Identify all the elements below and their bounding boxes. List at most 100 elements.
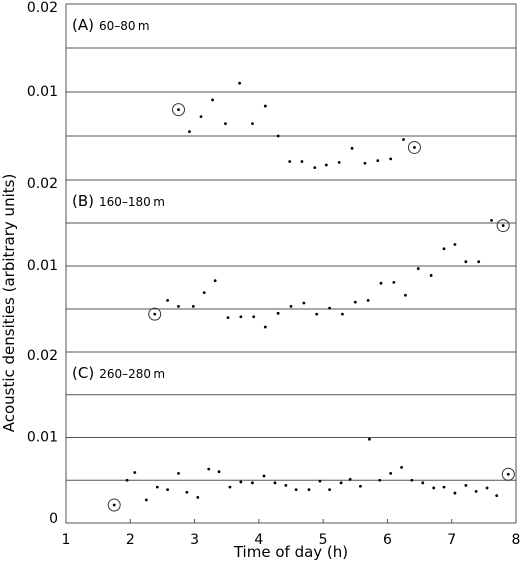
data-point [251, 122, 254, 126]
circled-point [172, 103, 185, 117]
data-point [238, 81, 241, 85]
data-point [211, 98, 214, 102]
y-tick-label: 0.02 [27, 348, 58, 364]
data-point [251, 481, 254, 485]
data-point [442, 247, 446, 251]
data-point [350, 146, 354, 150]
x-axis: 1 2 3 4 5 6 7 8 [62, 519, 520, 548]
circled-point [148, 307, 162, 321]
data-point [263, 104, 267, 108]
highlight-ring [407, 140, 421, 154]
data-point [389, 472, 393, 475]
panel-depth: 160–180 m [99, 195, 165, 209]
data-point [166, 299, 169, 302]
data-point [453, 243, 457, 246]
data-point [112, 503, 116, 507]
data-point [239, 480, 243, 484]
x-tick-label: 4 [254, 532, 263, 548]
x-tick-label: 7 [447, 532, 456, 548]
data-point [495, 494, 499, 498]
data-point [226, 316, 230, 319]
panel-c: 0.02 0.01 0 (C) 260–280 m [27, 348, 517, 527]
data-point [410, 478, 414, 482]
data-point [207, 467, 211, 471]
data-point [432, 486, 436, 490]
data-point [490, 219, 493, 222]
data-point [337, 161, 341, 164]
data-point [376, 159, 380, 163]
data-point [276, 134, 280, 138]
data-point [289, 305, 293, 308]
data-point [294, 488, 298, 492]
data-point [315, 312, 319, 316]
data-point [202, 291, 206, 295]
data-point [177, 305, 180, 308]
data-point [318, 479, 322, 483]
data-point [288, 160, 292, 163]
data-point [379, 281, 383, 285]
data-point [400, 466, 403, 469]
panel-depth: 60–80 m [99, 19, 150, 33]
x-tick-label: 2 [126, 532, 135, 548]
highlight-ring [148, 307, 162, 321]
data-point [191, 305, 195, 308]
panel-letter: (A) [72, 16, 94, 34]
data-point [252, 315, 256, 319]
data-point [228, 485, 232, 489]
data-point [307, 488, 311, 492]
data-point [506, 472, 510, 476]
data-point [125, 478, 129, 482]
data-point [485, 486, 489, 490]
highlight-ring [172, 103, 185, 117]
chart-panels: 0.02 0.01 (A) 60–80 m 0.02 0.01 (B) 160–180 m0.… [27, 0, 517, 527]
data-point [348, 477, 352, 481]
data-point [302, 301, 306, 305]
data-point [328, 488, 331, 492]
data-point [273, 481, 277, 485]
circled-point [501, 467, 515, 481]
y-tick-label: 0.01 [27, 258, 58, 274]
data-point [217, 470, 221, 474]
circled-point [407, 140, 421, 154]
data-point [404, 293, 407, 297]
data-point [185, 490, 189, 494]
panel-a: 0.02 0.01 (A) 60–80 m [27, 0, 517, 181]
data-point [284, 483, 288, 487]
x-tick-label: 8 [512, 532, 520, 548]
panel-letter: (C) [72, 364, 94, 382]
highlight-ring [501, 467, 515, 481]
data-point [429, 274, 433, 277]
panel-title: (A) 60–80 m [72, 16, 150, 34]
data-point [339, 481, 343, 485]
data-point [328, 306, 331, 310]
data-point [402, 138, 405, 141]
data-point [263, 325, 267, 329]
y-tick-label: 0.02 [27, 176, 58, 192]
highlight-ring [496, 219, 510, 233]
panel-title: (B) 160–180 m [72, 192, 165, 210]
data-point [389, 157, 393, 161]
data-point [144, 498, 148, 502]
x-tick-label: 1 [62, 532, 71, 548]
data-point [262, 474, 266, 478]
data-point [378, 478, 382, 482]
data-point [464, 260, 468, 264]
data-point [177, 108, 180, 111]
panel-depth: 260–280 m [99, 367, 165, 381]
data-point [224, 122, 227, 126]
panel-b: 0.02 0.01 (B) 160–180 m [27, 176, 517, 353]
data-point [453, 491, 457, 495]
circled-point [496, 219, 510, 233]
x-tick-label: 6 [383, 532, 392, 548]
data-point [213, 279, 217, 283]
data-point [442, 485, 446, 489]
data-point [474, 489, 478, 493]
data-point [276, 311, 280, 315]
data-point [153, 312, 157, 316]
data-point [300, 160, 304, 163]
data-point [477, 260, 481, 264]
data-point [366, 299, 370, 302]
data-point [359, 484, 362, 488]
y-tick-label: 0.01 [27, 430, 58, 446]
